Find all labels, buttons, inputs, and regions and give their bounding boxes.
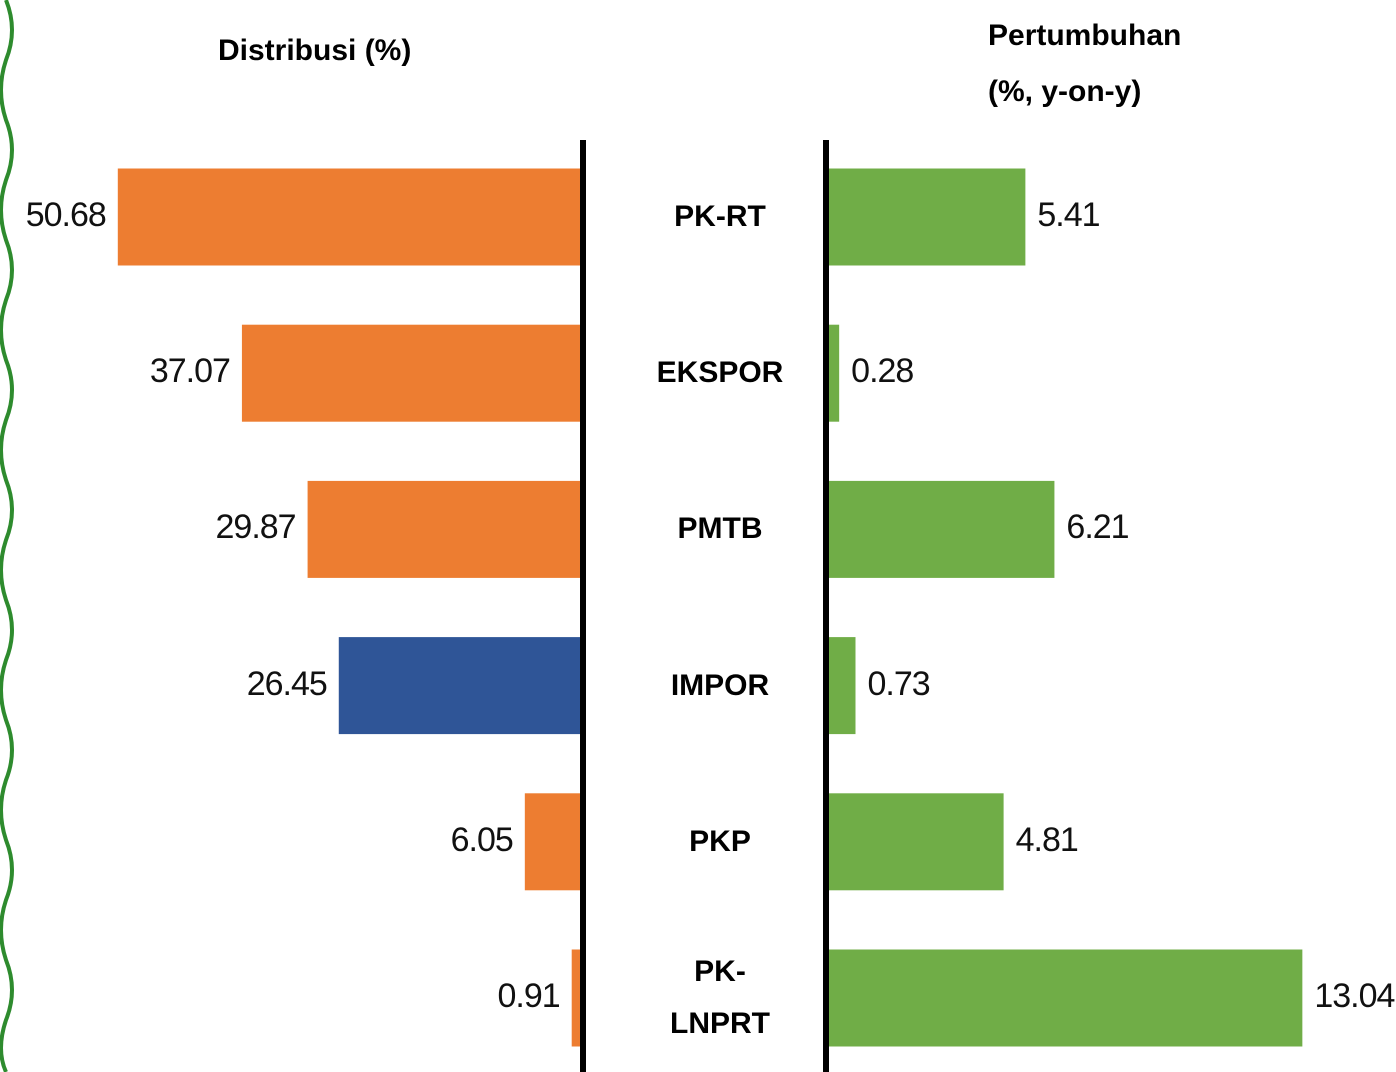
bar (829, 950, 1302, 1047)
value-label: 6.21 (1066, 508, 1128, 547)
category-label: EKSPOR (650, 347, 790, 399)
category-label: PK-RT (650, 191, 790, 243)
bar (242, 325, 580, 422)
bar (829, 325, 839, 422)
bar (829, 793, 1004, 890)
bar (572, 950, 580, 1047)
category-label: IMPOR (650, 660, 790, 712)
right-title: Pertumbuhan (%, y-on-y) (988, 8, 1228, 120)
bar (829, 481, 1054, 578)
value-label: 0.91 (498, 977, 560, 1016)
page: Distribusi (%) Pertumbuhan (%, y-on-y) P… (0, 0, 1396, 1072)
bar (118, 169, 580, 266)
category-label: PKP (650, 816, 790, 868)
bar (829, 169, 1025, 266)
value-label: 4.81 (1016, 821, 1078, 860)
border-ornament (1, 0, 12, 1072)
value-label: 29.87 (216, 508, 296, 547)
category-label: PK-LNPRT (665, 946, 775, 1050)
value-label: 6.05 (451, 821, 513, 860)
value-label: 0.73 (867, 665, 929, 704)
value-label: 5.41 (1037, 196, 1099, 235)
value-label: 26.45 (247, 665, 327, 704)
value-label: 37.07 (150, 352, 230, 391)
bar (829, 637, 855, 734)
value-label: 50.68 (26, 196, 106, 235)
value-label: 0.28 (851, 352, 913, 391)
value-label: 13.04 (1314, 977, 1394, 1016)
bar (308, 481, 580, 578)
bar (525, 793, 580, 890)
left-title: Distribusi (%) (218, 34, 411, 68)
bar (339, 637, 580, 734)
category-label: PMTB (650, 503, 790, 555)
